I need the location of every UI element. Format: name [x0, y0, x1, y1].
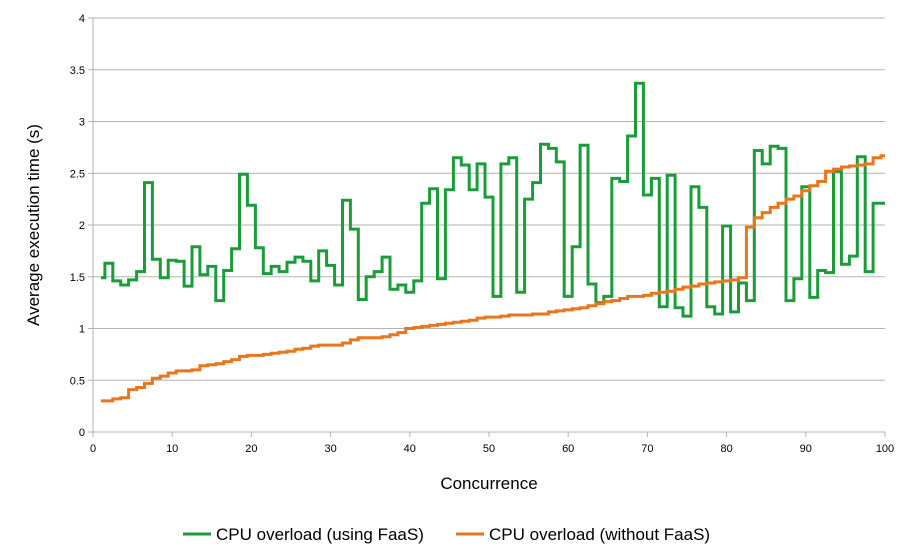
series-lines — [100, 81, 885, 403]
y-tick-label: 1 — [79, 324, 85, 336]
legend: CPU overload (using FaaS) CPU overload (… — [183, 525, 710, 544]
x-tick-label: 30 — [324, 443, 336, 455]
y-tick-label: 2 — [79, 220, 85, 232]
x-tick-label: 40 — [404, 443, 416, 455]
x-tick-label: 70 — [641, 443, 653, 455]
tick-labels: 00.511.522.533.540 10 20 30 40 50 60 70 80 90 100 — [70, 13, 894, 455]
series-line-no-faas — [100, 154, 885, 403]
x-axis-title: Concurrence — [440, 474, 537, 493]
y-tick-label: 0.5 — [70, 375, 85, 387]
y-tick-label: 2.5 — [70, 168, 85, 180]
gridlines — [93, 17, 885, 381]
x-tick-label: 60 — [562, 443, 574, 455]
axes — [88, 17, 886, 437]
x-tick-label: 50 — [483, 443, 495, 455]
x-tick-label: 10 — [166, 443, 178, 455]
x-tick-label: 20 — [245, 443, 257, 455]
series-line-faas — [100, 81, 885, 318]
x-tick-label: 100 — [876, 443, 894, 455]
legend-label-no-faas: CPU overload (without FaaS) — [489, 525, 710, 544]
y-tick-label: 1.5 — [70, 272, 85, 284]
y-tick-label: 0 — [79, 427, 85, 439]
legend-label-faas: CPU overload (using FaaS) — [216, 525, 424, 544]
y-tick-label: 4 — [79, 13, 85, 25]
y-tick-label: 3 — [79, 117, 85, 129]
y-tick-label: 3.5 — [70, 65, 85, 77]
x-tick-label: 80 — [720, 443, 732, 455]
x-tick-label: 0 — [90, 443, 96, 455]
x-tick-label: 90 — [800, 443, 812, 455]
y-axis-title: Average execution time (s) — [24, 124, 43, 326]
